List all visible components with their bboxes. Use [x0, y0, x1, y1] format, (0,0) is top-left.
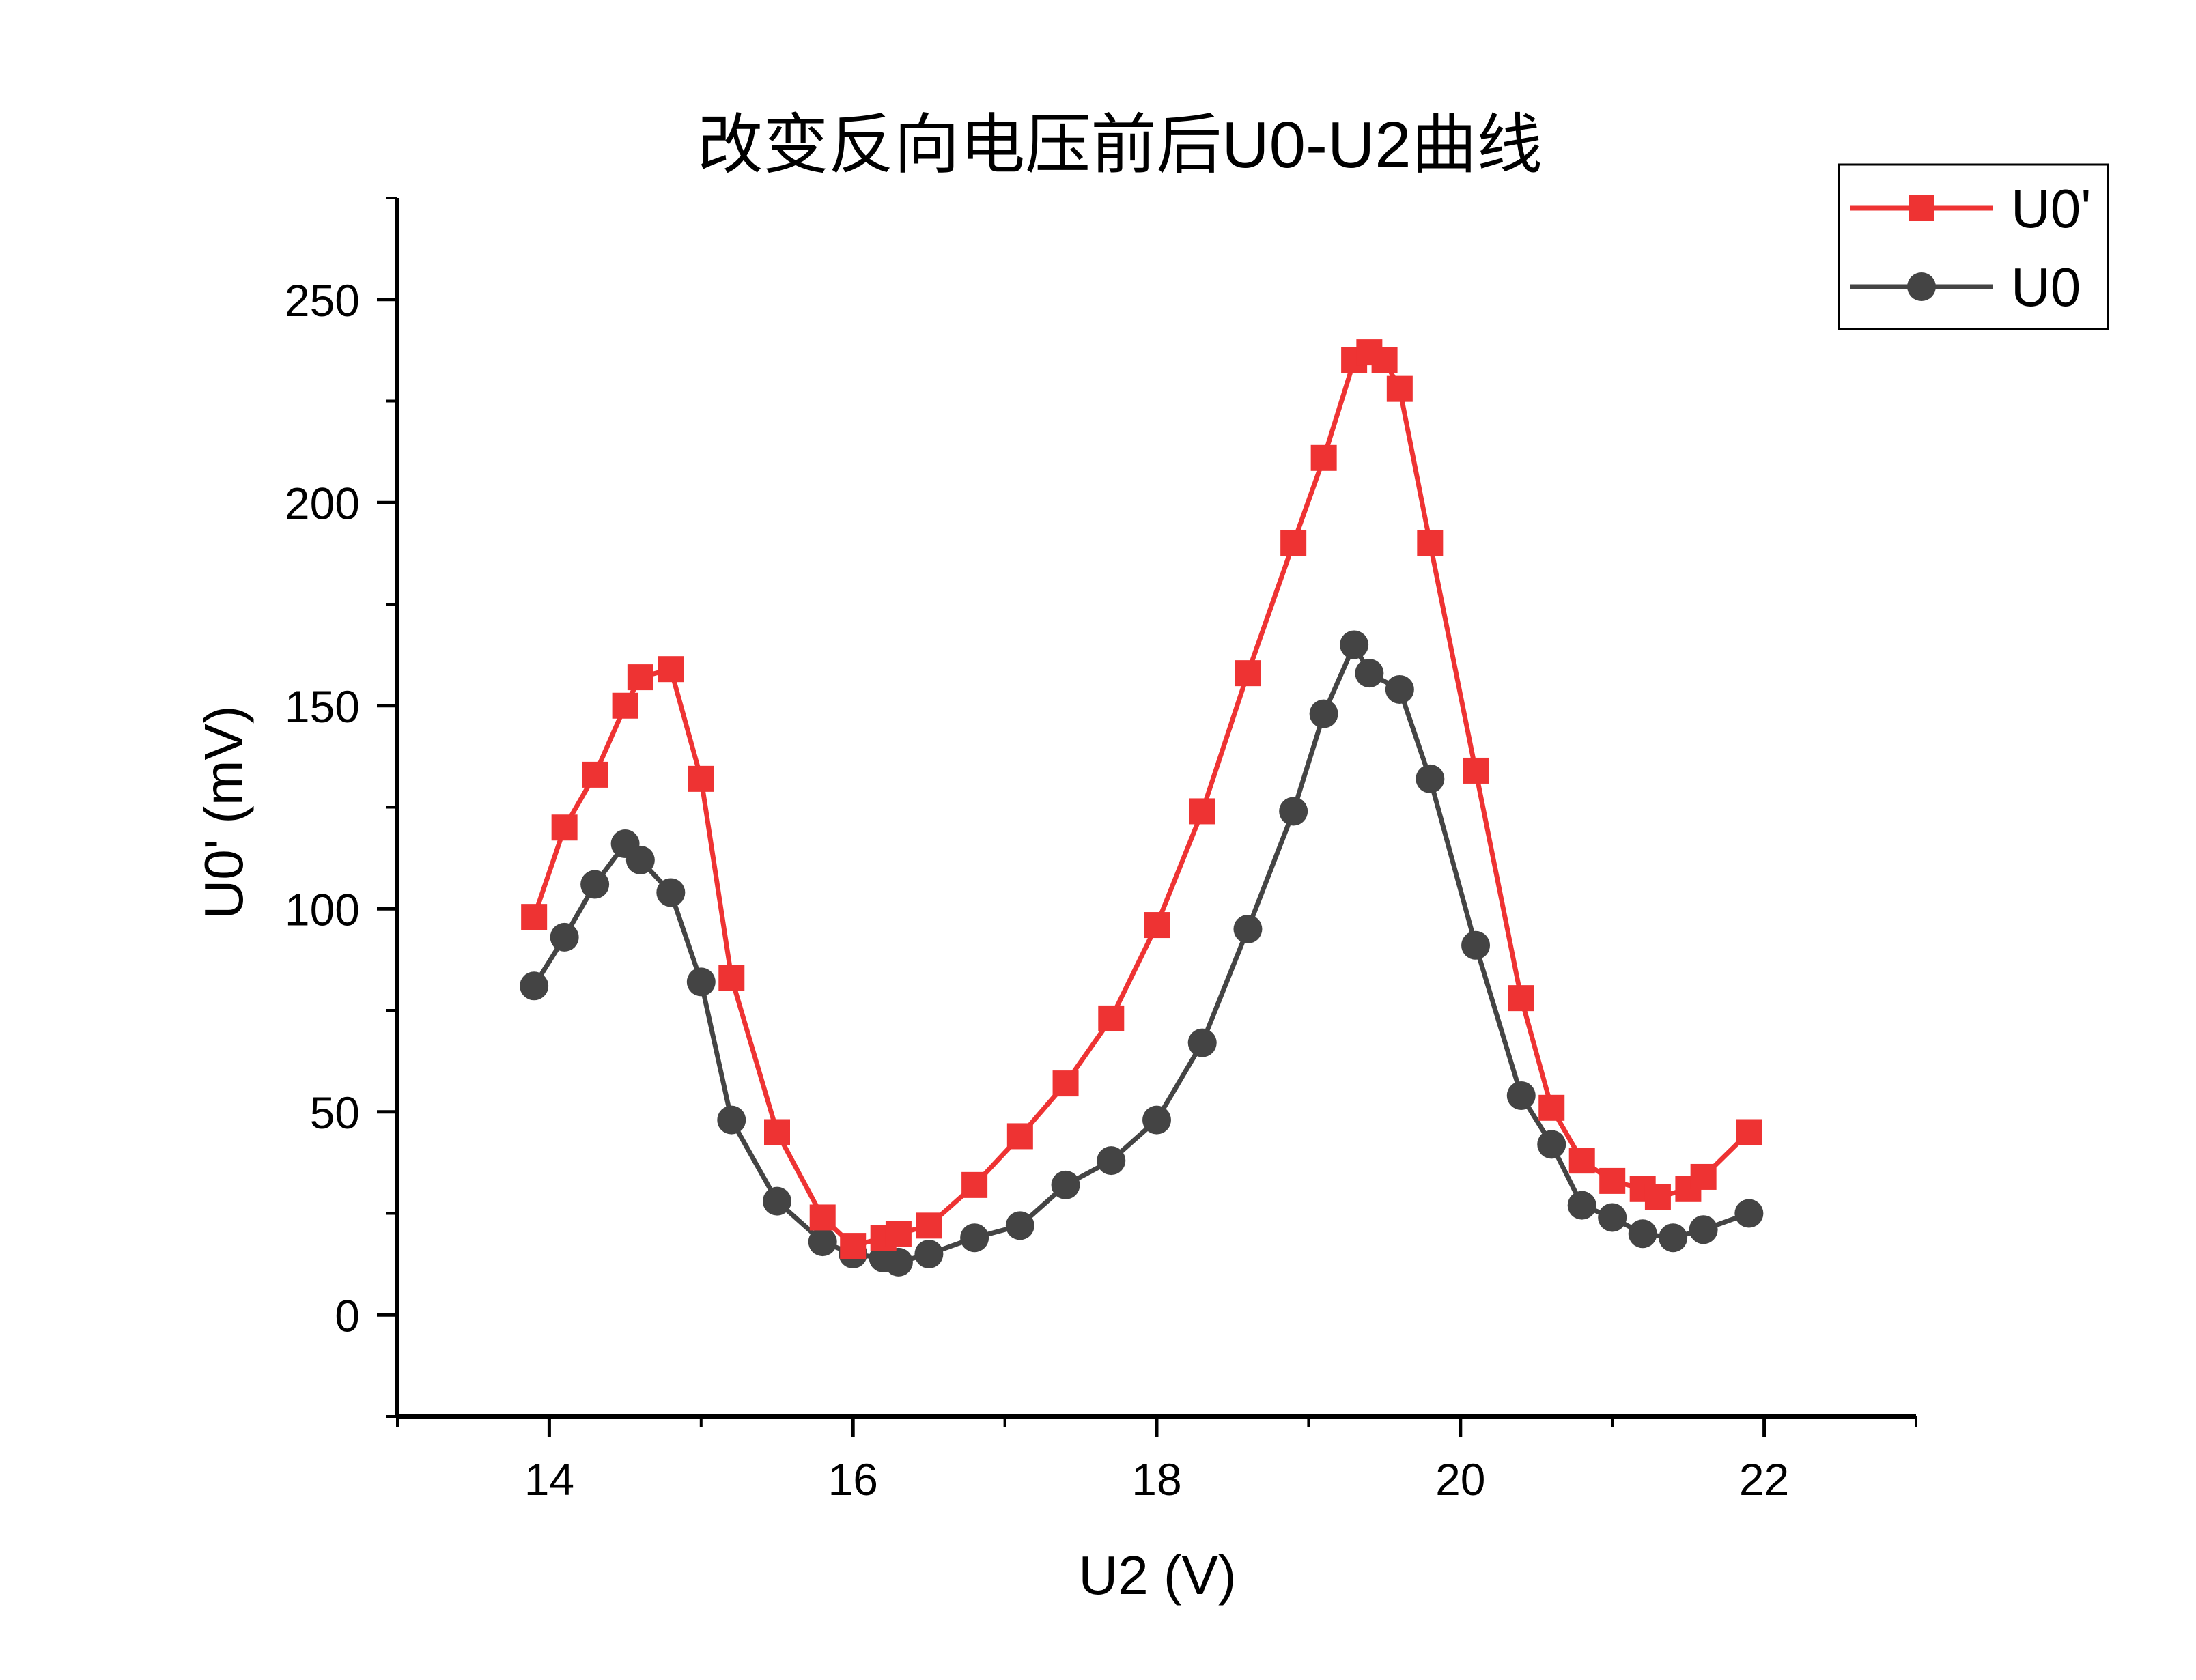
- data-point: [717, 1105, 746, 1135]
- chart-title: 改变反向电压前后U0-U2曲线: [697, 109, 1542, 182]
- data-point: [1309, 699, 1338, 728]
- data-point: [960, 1223, 989, 1253]
- data-point: [1189, 798, 1215, 825]
- data-point: [1598, 1203, 1627, 1232]
- data-point: [1461, 930, 1491, 960]
- y-axis-label: U0' (mV): [193, 705, 254, 919]
- y-tick-label: 100: [285, 884, 360, 935]
- data-point: [1659, 1223, 1688, 1253]
- data-point: [1568, 1148, 1595, 1174]
- data-point: [1567, 1191, 1596, 1220]
- data-point: [1144, 912, 1170, 939]
- data-point: [1628, 1219, 1657, 1249]
- x-ticks: 14 16 18 20 22: [396, 1416, 1917, 1505]
- data-point: [764, 1119, 790, 1145]
- data-point: [1142, 1105, 1171, 1135]
- data-point: [520, 971, 549, 1001]
- axes: 0 50 100 150 200 250 14 16 18 20 22: [285, 197, 1917, 1505]
- data-point: [809, 1204, 836, 1231]
- data-point: [1006, 1123, 1033, 1150]
- data-point: [1235, 660, 1261, 687]
- data-point: [916, 1212, 942, 1239]
- data-point: [1416, 764, 1445, 793]
- data-point: [1506, 1081, 1536, 1110]
- data-point: [1005, 1211, 1034, 1240]
- series-u0: [520, 630, 1764, 1277]
- data-point: [1052, 1070, 1079, 1097]
- data-point: [1537, 1130, 1566, 1159]
- data-point: [656, 878, 686, 907]
- data-point: [612, 692, 638, 719]
- legend-box: [1838, 163, 2109, 330]
- data-point: [763, 1186, 791, 1216]
- x-tick-label: 20: [1435, 1454, 1485, 1505]
- y-tick-label: 0: [335, 1290, 360, 1341]
- legend-entry: U0': [1850, 178, 2092, 239]
- data-point: [1689, 1215, 1718, 1244]
- data-point: [550, 922, 579, 952]
- data-point: [1736, 1119, 1762, 1145]
- data-point: [582, 761, 608, 788]
- legend-entry: U0: [1850, 257, 2081, 317]
- data-point: [1097, 1146, 1126, 1176]
- legend-entries: U0'U0: [1850, 178, 2092, 317]
- data-point: [625, 845, 655, 874]
- data-point: [686, 967, 716, 997]
- data-point: [840, 1233, 867, 1259]
- data-point: [688, 765, 714, 792]
- data-point: [521, 904, 548, 930]
- series-layer: [520, 339, 1764, 1277]
- data-point: [580, 870, 610, 899]
- legend-marker: [1907, 272, 1936, 301]
- data-point: [1310, 444, 1337, 471]
- data-point: [1385, 674, 1414, 704]
- data-point: [884, 1247, 913, 1277]
- x-tick-label: 16: [828, 1454, 877, 1505]
- data-point: [961, 1171, 988, 1198]
- y-tick-label: 50: [310, 1087, 360, 1138]
- data-point: [1538, 1094, 1565, 1121]
- data-point: [885, 1221, 912, 1247]
- x-tick-label: 14: [524, 1454, 574, 1505]
- data-point: [718, 965, 745, 991]
- data-point: [1233, 915, 1263, 943]
- series-u0-prime: [521, 339, 1762, 1259]
- legend: U0'U0: [1838, 163, 2109, 330]
- legend-marker: [1909, 195, 1934, 221]
- data-point: [808, 1227, 837, 1257]
- legend-label: U0: [2011, 257, 2081, 317]
- data-point: [1051, 1170, 1080, 1199]
- series-line: [531, 350, 1751, 1249]
- data-point: [1417, 530, 1444, 556]
- x-axis-label: U2 (V): [1078, 1545, 1236, 1606]
- data-point: [1599, 1167, 1626, 1194]
- legend-label: U0': [2011, 178, 2092, 239]
- y-tick-label: 150: [285, 681, 360, 732]
- data-point: [1187, 1028, 1217, 1057]
- data-point: [1280, 530, 1307, 556]
- data-point: [1386, 375, 1413, 402]
- data-point: [1340, 630, 1369, 659]
- data-point: [1355, 659, 1384, 688]
- x-tick-label: 22: [1739, 1454, 1789, 1505]
- data-point: [1463, 757, 1489, 784]
- data-point: [1644, 1184, 1671, 1210]
- data-point: [658, 656, 684, 683]
- y-ticks: 0 50 100 150 200 250: [285, 197, 397, 1418]
- x-tick-label: 18: [1131, 1454, 1181, 1505]
- data-point: [1098, 1005, 1125, 1031]
- data-point: [1279, 797, 1308, 826]
- data-point: [1508, 985, 1534, 1012]
- data-point: [1371, 347, 1398, 373]
- data-point: [914, 1240, 944, 1268]
- data-point: [627, 664, 653, 691]
- data-point: [1734, 1199, 1764, 1228]
- data-point: [1690, 1163, 1717, 1190]
- y-tick-label: 250: [285, 275, 360, 326]
- data-point: [551, 814, 578, 841]
- y-tick-label: 200: [285, 478, 360, 528]
